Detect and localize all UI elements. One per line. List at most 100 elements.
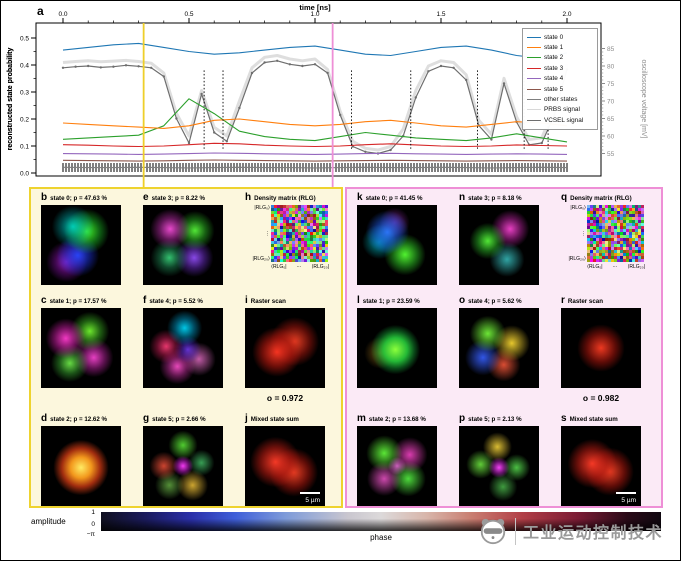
series-state-4 (62, 152, 568, 155)
legend-line-sample (527, 119, 541, 121)
svg-text:oscilloscope voltage [mV]: oscilloscope voltage [mV] (640, 60, 647, 139)
panel-letter: d (41, 413, 48, 424)
legend-label: PRBS signal (544, 106, 580, 114)
panel-l: l state 1; p = 23.59 % (357, 296, 445, 403)
svg-text:60: 60 (607, 133, 615, 140)
panel-letter: i (245, 295, 248, 306)
mode-image-state0 (357, 205, 437, 285)
legend-item: state 5 (527, 84, 593, 94)
watermark-divider (515, 517, 516, 545)
ket-label: |RLG₀⟩ (570, 205, 586, 211)
svg-text:85: 85 (607, 46, 615, 53)
series-PRBS-signal (62, 54, 569, 152)
series-state-1 (62, 118, 568, 129)
panel-q: q Density matrix (RLG) |RLG₀⟩ ⋮ |RLG₂₀⟩ ⟨RL… (561, 193, 649, 285)
panel-letter: b (41, 192, 48, 203)
svg-text:0.4: 0.4 (20, 62, 29, 69)
series-VCSEL-signal (61, 59, 569, 155)
ket-label: |RLG₀⟩ (254, 205, 270, 211)
series-state-2 (62, 98, 568, 143)
mixed-state-sum-image: 5 µm (245, 426, 325, 506)
panel-r: r Raster scan o = 0.982 (561, 296, 649, 403)
panel-letter: q (561, 192, 568, 203)
panel-title: Density matrix (RLG) (570, 195, 632, 202)
panel-b: b state 0; p = 47.63 % (41, 193, 129, 285)
panel-title: state 5; p = 2.13 % (468, 416, 522, 423)
panel-title: state 5; p = 2.66 % (152, 416, 206, 423)
svg-text:time [ns]: time [ns] (299, 3, 331, 12)
legend-line-sample (527, 47, 541, 49)
panel-title: state 4; p = 5.52 % (149, 298, 203, 305)
cdots: ⋯ (296, 264, 302, 270)
legend-item: other states (527, 94, 593, 104)
legend-label: state 1 (544, 44, 564, 52)
raster-scan-image (245, 308, 325, 388)
legend-item: state 2 (527, 53, 593, 63)
legend-item: state 0 (527, 32, 593, 42)
mode-image-state2 (357, 426, 437, 506)
legend-label: state 3 (544, 64, 564, 72)
panel-h: h Density matrix (RLG) |RLG₀⟩ ⋮ |RLG₂₀⟩ ⟨RL… (245, 193, 333, 285)
svg-text:0.0: 0.0 (58, 11, 67, 18)
watermark-text: 工业运动控制技术 (523, 525, 664, 542)
svg-text:0.0: 0.0 (20, 170, 29, 177)
mode-image-state4 (143, 308, 223, 388)
svg-text:65: 65 (607, 116, 615, 123)
legend-label: state 5 (544, 85, 564, 93)
density-matrix-image (271, 205, 328, 262)
raster-scan-image (561, 308, 641, 388)
panel-c: c state 1; p = 17.57 % (41, 296, 129, 403)
panel-title: Raster scan (250, 298, 286, 305)
svg-text:0.2: 0.2 (20, 116, 29, 123)
scale-bar-label: 5 µm (621, 497, 636, 504)
panel-s: s Mixed state sum 5 µm (561, 414, 649, 506)
bra-label: ⟨RLG₀| (587, 264, 603, 270)
series-state-3 (62, 142, 568, 148)
mode-image-state3 (143, 205, 223, 285)
panel-letter: s (561, 413, 567, 424)
panel-letter: o (459, 295, 466, 306)
svg-text:1.5: 1.5 (436, 11, 445, 18)
mode-image-state5 (459, 426, 539, 506)
series-state-5 (62, 159, 568, 162)
amplitude-label: amplitude (31, 517, 66, 526)
svg-text:0.5: 0.5 (184, 11, 193, 18)
legend-label: state 2 (544, 54, 564, 62)
overlap-value: o = 0.972 (266, 393, 304, 403)
legend-line-sample (527, 88, 541, 90)
mixed-state-sum-image: 5 µm (561, 426, 641, 506)
phase-label: phase (370, 533, 392, 542)
mode-image-state4 (459, 308, 539, 388)
legend-item: PRBS signal (527, 105, 593, 115)
panel-title: Density matrix (RLG) (254, 195, 316, 202)
amplitude-tick-0: 0 (91, 521, 95, 528)
panel-title: state 0; p = 47.63 % (50, 195, 108, 202)
legend-label: VCSEL signal (544, 116, 584, 124)
vdots: ⋮ (581, 230, 586, 237)
svg-text:0.3: 0.3 (20, 89, 29, 96)
phase-tick-minus-pi: −π (86, 531, 95, 538)
cdots: ⋯ (612, 264, 618, 270)
svg-text:80: 80 (607, 63, 615, 70)
mode-image-state5 (143, 426, 223, 506)
state-probability-chart: 0.0 0.5 1.0 1.5 2.0 time [ns] 0.0 0.1 0.2 0.3 0.4 0… (7, 3, 647, 187)
phase-amplitude-colorbar (101, 512, 661, 531)
panel-j: j Mixed state sum 5 µm (245, 414, 333, 506)
panel-letter: e (143, 192, 149, 203)
panel-letter: n (459, 192, 466, 203)
panel-title: state 0; p = 41.45 % (365, 195, 423, 202)
legend-item: state 4 (527, 74, 593, 84)
panel-letter: g (143, 413, 150, 424)
series-other-states (62, 166, 568, 169)
svg-text:55: 55 (607, 151, 615, 158)
ket-label: |RLG₂₀⟩ (568, 256, 586, 262)
svg-text:70: 70 (607, 98, 615, 105)
panel-title: Mixed state sum (250, 416, 299, 423)
panel-i: i Raster scan o = 0.972 (245, 296, 333, 403)
panel-title: state 2; p = 12.62 % (50, 416, 108, 423)
svg-text:reconstructed state probabilit: reconstructed state probability (7, 48, 14, 151)
density-matrix: |RLG₀⟩ ⋮ |RLG₂₀⟩ ⟨RLG₀| ⋯ ⟨RLG₂₀| (561, 205, 645, 285)
panel-e: e state 3; p = 8.22 % (143, 193, 231, 285)
scale-bar-label: 5 µm (305, 497, 320, 504)
panel-letter: m (357, 413, 366, 424)
